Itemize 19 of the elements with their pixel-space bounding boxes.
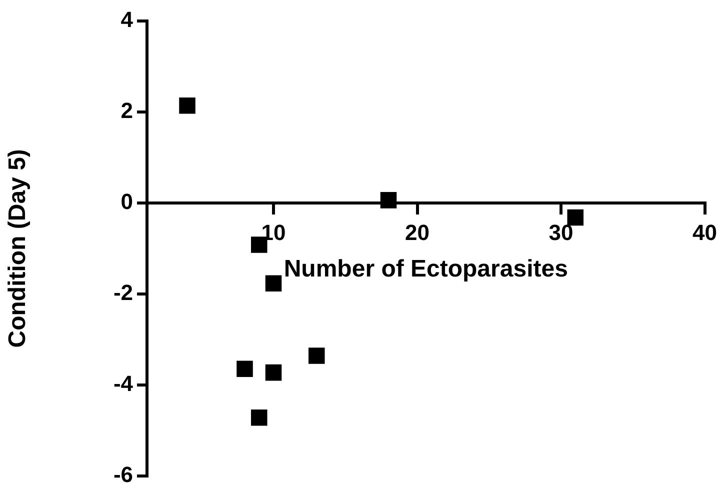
point	[567, 209, 584, 226]
point	[236, 360, 253, 378]
y-tick-label: 4	[120, 7, 134, 32]
x-tick-label: 20	[405, 220, 430, 246]
point	[380, 192, 397, 208]
point	[265, 364, 282, 381]
x-axis-title: Number of Ectoparasites	[284, 255, 568, 282]
x-tick-label: 40	[692, 220, 718, 246]
y-tick-label: -4	[113, 370, 134, 396]
point	[250, 409, 268, 426]
x-tick-label: 30	[548, 220, 574, 246]
point	[308, 348, 325, 364]
y-tick-label: 0	[120, 188, 133, 214]
y-tick-label: -6	[113, 462, 133, 487]
y-tick-label: 2	[120, 98, 133, 124]
y-axis-title: Condition (Day 5)	[4, 149, 32, 348]
point	[179, 97, 196, 114]
point	[265, 275, 282, 292]
y-tick-label: -2	[113, 280, 133, 305]
